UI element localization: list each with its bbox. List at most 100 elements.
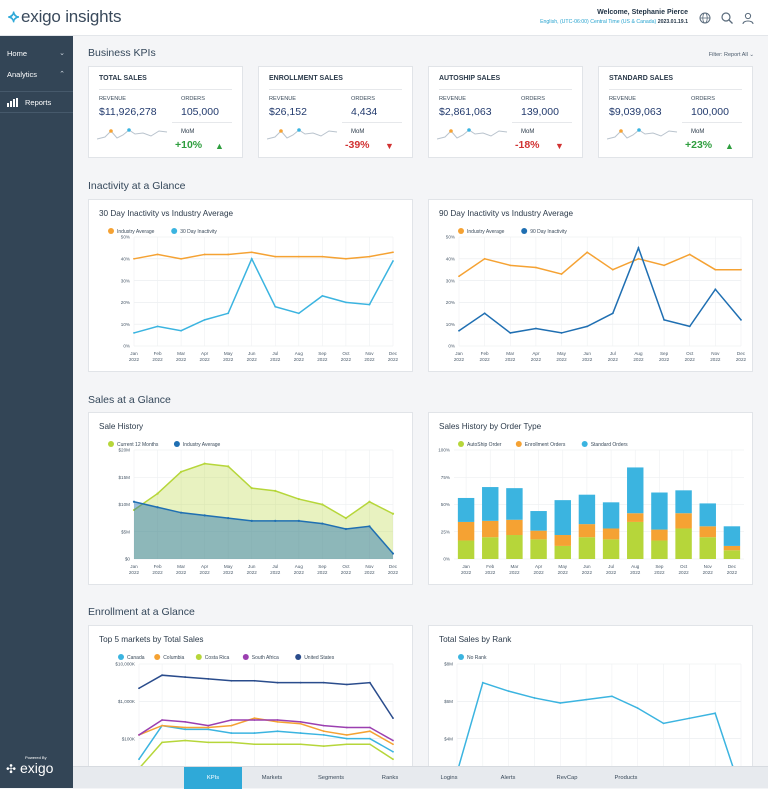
y-tick-label: 0% bbox=[448, 344, 455, 349]
tab-revcap[interactable]: RevCap bbox=[556, 775, 578, 781]
bar-segment bbox=[627, 513, 644, 522]
tab-products[interactable]: Products bbox=[614, 775, 638, 781]
kpi-card[interactable]: AUTOSHIP SALES REVENUE ORDERS $2,861,063… bbox=[428, 66, 583, 158]
chart-card-salehist: Sale History Current 12 Months Industry A… bbox=[88, 412, 413, 585]
mom-label: MoM bbox=[521, 129, 535, 135]
legend-label: United States bbox=[304, 655, 335, 661]
x-tick-year: 2022 bbox=[388, 570, 399, 575]
data-point bbox=[276, 730, 279, 733]
bar-segment bbox=[578, 524, 596, 538]
x-tick-year: 2022 bbox=[608, 357, 619, 362]
chart-title: 30 Day Inactivity vs Industry Average bbox=[99, 209, 234, 218]
x-tick-year: 2022 bbox=[247, 357, 258, 362]
chart-title: Top 5 markets by Total Sales bbox=[99, 635, 204, 644]
data-point bbox=[322, 724, 325, 727]
kpi-card[interactable]: TOTAL SALES REVENUE ORDERS $11,926,278 1… bbox=[88, 66, 243, 158]
x-tick-label: Feb bbox=[154, 351, 162, 356]
kpi-card[interactable]: ENROLLMENT SALES REVENUE ORDERS $26,152 … bbox=[258, 66, 413, 158]
data-point bbox=[392, 758, 394, 761]
tab-ranks[interactable]: Ranks bbox=[381, 775, 399, 781]
nav-home[interactable]: Home ⌄ bbox=[7, 49, 65, 58]
x-tick-label: Dec bbox=[737, 351, 746, 356]
x-tick-year: 2022 bbox=[270, 357, 281, 362]
data-point bbox=[138, 734, 140, 736]
y-tick-label: 50% bbox=[441, 502, 450, 507]
kpi-card[interactable]: STANDARD SALES REVENUE ORDERS $9,039,063… bbox=[598, 66, 753, 158]
data-point bbox=[637, 257, 640, 260]
data-point bbox=[345, 257, 347, 260]
chart-title: Sales History by Order Type bbox=[439, 422, 542, 431]
nav-reports[interactable]: Reports bbox=[0, 91, 73, 113]
data-point bbox=[688, 253, 691, 256]
x-tick-year: 2022 bbox=[129, 357, 140, 362]
orders-value: 4,434 bbox=[351, 106, 378, 118]
mom-value: +23% bbox=[685, 139, 713, 151]
x-tick-label: Jun bbox=[583, 564, 591, 569]
data-point bbox=[180, 329, 182, 332]
chart-salehist: Current 12 Months Industry Average $0 $5M $1… bbox=[108, 441, 399, 575]
y-tick-label: $15M bbox=[119, 475, 131, 480]
data-point bbox=[207, 678, 210, 680]
data-point bbox=[132, 500, 136, 503]
x-tick-year: 2022 bbox=[317, 570, 328, 575]
data-point bbox=[207, 724, 210, 727]
chart-title: Sale History bbox=[99, 422, 144, 431]
data-point bbox=[392, 739, 394, 742]
x-tick-label: Dec bbox=[389, 564, 398, 569]
data-point bbox=[230, 732, 233, 734]
x-tick-label: Jan bbox=[130, 351, 138, 356]
bar-segment bbox=[651, 492, 668, 530]
bar-segment bbox=[506, 488, 523, 520]
filter-dropdown[interactable]: Filter: Report All ⌄ bbox=[708, 52, 754, 58]
tab-alerts[interactable]: Alerts bbox=[500, 775, 516, 781]
orders-value: 139,000 bbox=[521, 106, 559, 118]
y-tick-label: 40% bbox=[121, 257, 130, 262]
locale-info[interactable]: English, (UTC-06:00) Central Time (US & … bbox=[540, 19, 688, 25]
tab-logins[interactable]: Logins bbox=[440, 775, 458, 781]
globe-icon[interactable] bbox=[698, 11, 712, 25]
legend-label: Columbia bbox=[163, 655, 184, 661]
legend-marker bbox=[458, 654, 464, 660]
x-tick-label: Oct bbox=[342, 564, 350, 569]
search-icon[interactable] bbox=[720, 11, 734, 25]
orders-value: 105,000 bbox=[181, 106, 219, 118]
data-point bbox=[345, 737, 348, 740]
revenue-value: $2,861,063 bbox=[439, 106, 492, 118]
sparkline bbox=[437, 128, 508, 140]
data-point bbox=[611, 312, 614, 315]
user-icon[interactable] bbox=[741, 11, 755, 25]
data-point bbox=[458, 329, 460, 332]
data-point bbox=[662, 722, 665, 725]
x-tick-year: 2022 bbox=[176, 357, 187, 362]
revenue-value: $9,039,063 bbox=[609, 106, 662, 118]
data-point bbox=[663, 264, 665, 267]
x-tick-label: Aug bbox=[295, 564, 304, 569]
bar-segment bbox=[651, 529, 668, 541]
chart-title: 90 Day Inactivity vs Industry Average bbox=[439, 209, 574, 218]
data-point bbox=[276, 743, 279, 746]
tab-segments[interactable]: Segments bbox=[317, 775, 345, 781]
data-point bbox=[156, 325, 159, 328]
app-logo[interactable]: ⟡ exigo insights bbox=[8, 7, 122, 26]
divider bbox=[682, 122, 742, 123]
x-tick-year: 2022 bbox=[200, 357, 211, 362]
x-tick-year: 2022 bbox=[200, 570, 211, 575]
nav-analytics[interactable]: Analytics ⌃ bbox=[7, 70, 65, 79]
divider bbox=[512, 122, 572, 123]
bar-segment bbox=[457, 497, 475, 522]
tab-markets[interactable]: Markets bbox=[261, 775, 283, 781]
data-point bbox=[509, 332, 512, 334]
bar-segment bbox=[675, 490, 692, 514]
x-tick-label: Nov bbox=[704, 564, 713, 569]
data-point bbox=[207, 726, 210, 729]
data-point bbox=[156, 492, 159, 495]
orders-label: ORDERS bbox=[521, 96, 545, 102]
data-point bbox=[227, 465, 230, 468]
legend-marker bbox=[295, 654, 302, 660]
x-tick-label: Jan bbox=[455, 351, 463, 356]
legend-label: Enrollment Orders bbox=[525, 442, 566, 448]
tab-kpis[interactable]: KPIs bbox=[184, 767, 242, 789]
data-point bbox=[345, 683, 348, 686]
x-tick-year: 2022 bbox=[606, 570, 617, 575]
revenue-label: REVENUE bbox=[99, 96, 127, 102]
